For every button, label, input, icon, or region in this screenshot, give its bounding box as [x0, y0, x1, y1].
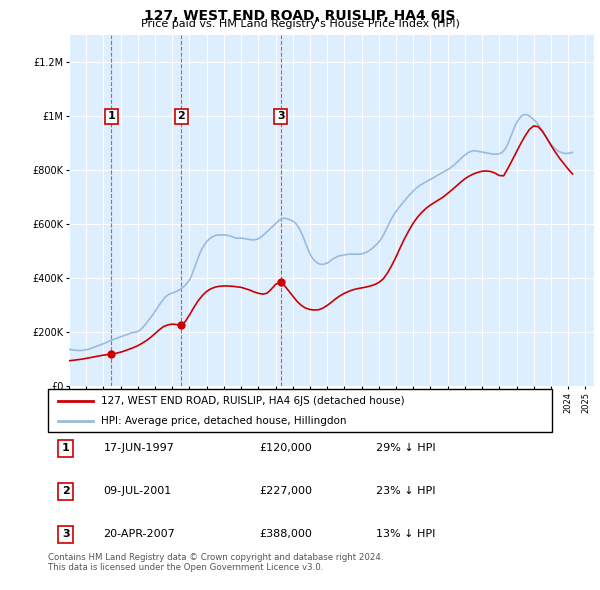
Text: 127, WEST END ROAD, RUISLIP, HA4 6JS (detached house): 127, WEST END ROAD, RUISLIP, HA4 6JS (de…	[101, 396, 404, 407]
Text: Contains HM Land Registry data © Crown copyright and database right 2024.
This d: Contains HM Land Registry data © Crown c…	[48, 553, 383, 572]
Text: 3: 3	[277, 112, 284, 122]
FancyBboxPatch shape	[48, 389, 552, 432]
Text: 1: 1	[107, 112, 115, 122]
Text: 127, WEST END ROAD, RUISLIP, HA4 6JS: 127, WEST END ROAD, RUISLIP, HA4 6JS	[145, 9, 455, 23]
Text: £120,000: £120,000	[260, 443, 313, 453]
Text: 2: 2	[62, 486, 70, 496]
Text: 29% ↓ HPI: 29% ↓ HPI	[376, 443, 435, 453]
Text: 3: 3	[62, 529, 70, 539]
Text: 17-JUN-1997: 17-JUN-1997	[103, 443, 175, 453]
Text: 23% ↓ HPI: 23% ↓ HPI	[376, 486, 435, 496]
Text: HPI: Average price, detached house, Hillingdon: HPI: Average price, detached house, Hill…	[101, 417, 346, 426]
Text: 2: 2	[178, 112, 185, 122]
Text: 1: 1	[62, 443, 70, 453]
Text: Price paid vs. HM Land Registry's House Price Index (HPI): Price paid vs. HM Land Registry's House …	[140, 19, 460, 30]
Text: £388,000: £388,000	[260, 529, 313, 539]
Text: 09-JUL-2001: 09-JUL-2001	[103, 486, 172, 496]
Text: £227,000: £227,000	[260, 486, 313, 496]
Text: 13% ↓ HPI: 13% ↓ HPI	[376, 529, 435, 539]
Text: 20-APR-2007: 20-APR-2007	[103, 529, 175, 539]
